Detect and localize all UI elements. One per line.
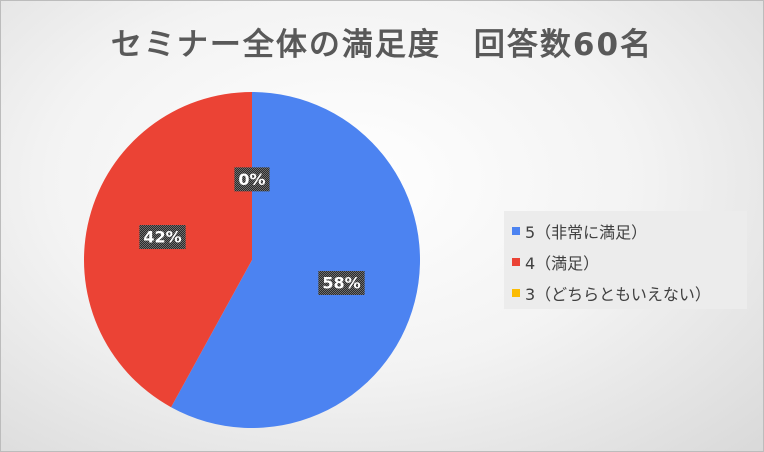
data-label-text-4: 42% bbox=[143, 228, 181, 247]
data-label-bg-4 bbox=[139, 225, 186, 250]
legend-item-5: 5（非常に満足） bbox=[512, 215, 747, 246]
legend-swatch-4 bbox=[512, 257, 520, 266]
legend-label-5: 5（非常に満足） bbox=[525, 222, 648, 242]
data-label-5: 58% bbox=[318, 270, 365, 295]
legend: 5（非常に満足） 4（満足） 3（どちらともいえない） bbox=[504, 211, 747, 309]
chart-title: セミナー全体の満足度 回答数60名 bbox=[110, 27, 654, 63]
legend-swatch-3 bbox=[512, 288, 520, 297]
legend-item-3: 3（どちらともいえない） bbox=[512, 277, 747, 308]
data-label-bg-5 bbox=[318, 270, 365, 295]
legend-label-4: 4（満足） bbox=[525, 253, 600, 273]
data-label-bg-3 bbox=[234, 167, 270, 192]
legend-item-4: 4（満足） bbox=[512, 246, 747, 277]
legend-swatch-5 bbox=[512, 226, 520, 235]
pie-slice-4 bbox=[84, 92, 252, 408]
data-label-4: 42% bbox=[139, 225, 186, 250]
data-label-text-5: 58% bbox=[322, 273, 360, 292]
data-label-text-3: 0% bbox=[238, 170, 265, 189]
data-label-3: 0% bbox=[234, 167, 270, 192]
legend-label-3: 3（どちらともいえない） bbox=[525, 284, 711, 304]
pie-slice-5 bbox=[171, 92, 421, 428]
